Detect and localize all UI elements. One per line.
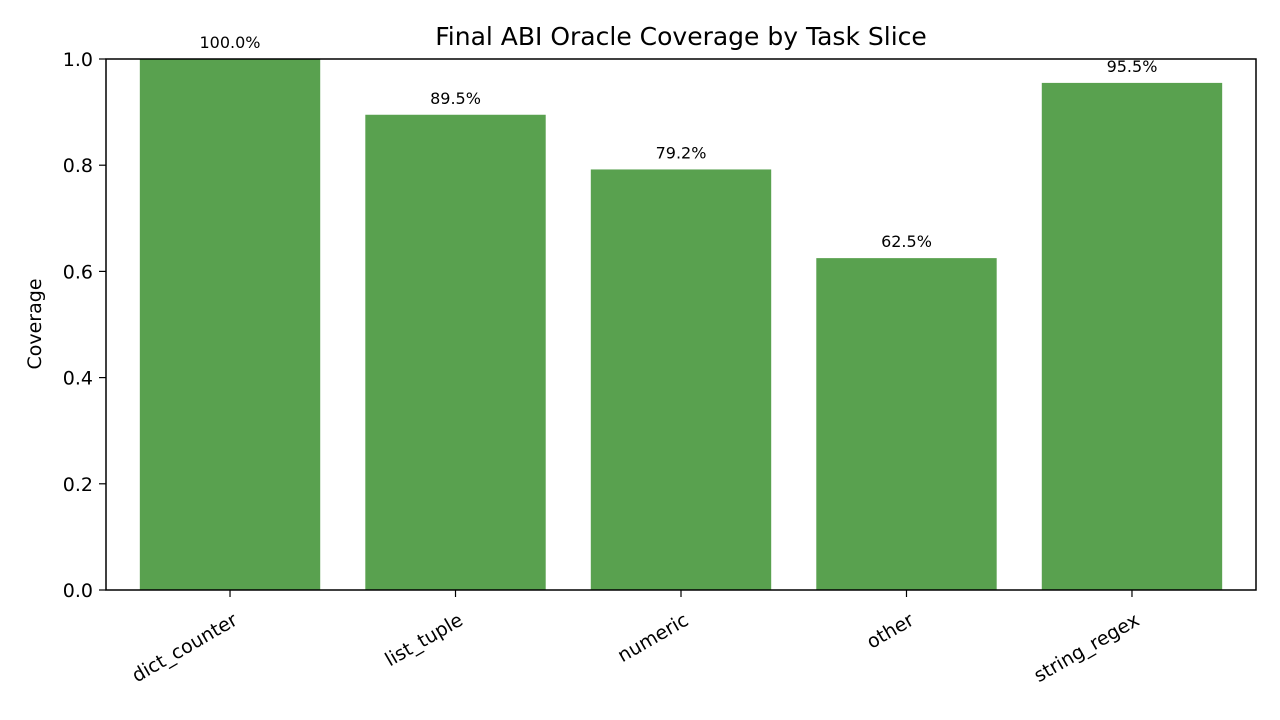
bar xyxy=(590,169,772,590)
x-tick-label: list_tuple xyxy=(381,609,466,671)
y-tick-label: 1.0 xyxy=(63,49,93,71)
bars-group xyxy=(139,59,1223,591)
y-tick-label: 0.0 xyxy=(63,580,93,602)
data-label: 95.5% xyxy=(1107,57,1158,76)
data-label: 62.5% xyxy=(881,232,932,251)
bar xyxy=(365,114,546,590)
data-labels-group: 100.0% 89.5% 79.2% 62.5% 95.5% xyxy=(200,33,1158,251)
x-tick-label: numeric xyxy=(614,609,692,667)
y-tick-label: 0.4 xyxy=(63,368,93,390)
data-label: 79.2% xyxy=(656,143,707,162)
y-tick-label: 0.6 xyxy=(63,261,93,283)
x-tick-label: other xyxy=(863,609,918,653)
data-label: 89.5% xyxy=(430,89,481,108)
y-axis: 0.0 0.2 0.4 0.6 0.8 1.0 xyxy=(63,49,106,602)
bar xyxy=(816,258,997,590)
y-tick-label: 0.2 xyxy=(63,474,93,496)
bar xyxy=(1041,82,1223,591)
x-tick-label: dict_counter xyxy=(128,609,241,687)
x-axis: dict_counter list_tuple numeric other string… xyxy=(128,590,1143,687)
x-tick-label: string_regex xyxy=(1030,609,1143,687)
data-label: 100.0% xyxy=(200,33,261,52)
chart-title: Final ABI Oracle Coverage by Task Slice xyxy=(435,22,927,51)
bar xyxy=(139,59,321,590)
y-tick-label: 0.8 xyxy=(63,155,93,177)
plot-area-frame xyxy=(105,58,1257,591)
y-axis-label: Coverage xyxy=(24,278,46,369)
